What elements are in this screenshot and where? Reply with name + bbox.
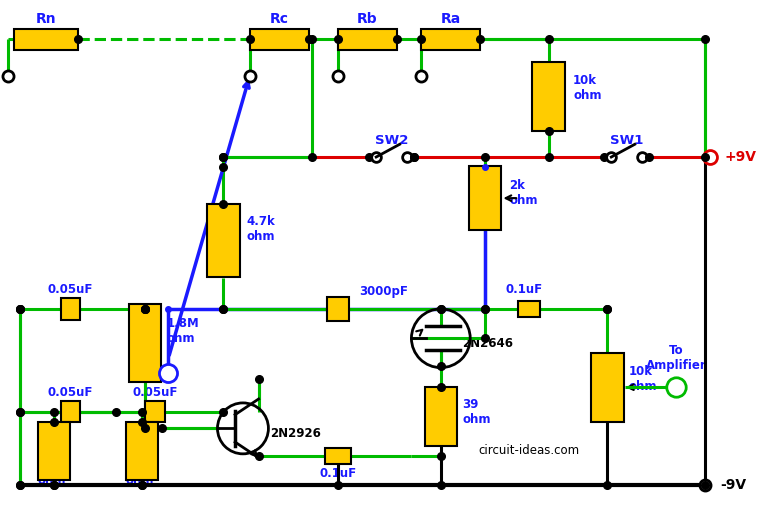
Bar	[207, 204, 240, 277]
Text: 10k
ohm: 10k ohm	[629, 365, 657, 393]
Text: 39
ohm: 39 ohm	[462, 398, 491, 426]
Bar	[518, 301, 540, 316]
Text: circuit-ideas.com: circuit-ideas.com	[478, 444, 580, 457]
Text: 0.05uF: 0.05uF	[132, 386, 178, 399]
Bar	[145, 401, 165, 423]
Bar	[129, 304, 161, 383]
Bar	[421, 28, 480, 50]
Text: Ra: Ra	[440, 12, 461, 26]
Text: 2N2646: 2N2646	[462, 337, 513, 350]
Text: 2N2926: 2N2926	[270, 427, 321, 440]
Bar	[327, 297, 348, 321]
Bar	[591, 353, 624, 422]
Bar	[61, 401, 80, 423]
Text: 33k
ohm: 33k ohm	[126, 459, 154, 488]
Text: To
Amplifier: To Amplifier	[646, 344, 707, 372]
Text: -9V: -9V	[720, 478, 746, 492]
Text: 3000pF: 3000pF	[360, 284, 408, 298]
Text: 33k
ohm: 33k ohm	[38, 459, 66, 488]
Bar	[469, 166, 501, 230]
Bar	[38, 422, 70, 480]
Bar	[126, 422, 158, 480]
Text: Rc: Rc	[269, 12, 288, 26]
Text: Rn: Rn	[36, 12, 56, 26]
Bar	[326, 448, 351, 464]
Text: 0.05uF: 0.05uF	[48, 283, 93, 296]
Bar	[425, 387, 457, 446]
Text: SW2: SW2	[375, 134, 408, 147]
Bar	[61, 298, 80, 320]
Text: 10k
ohm: 10k ohm	[573, 75, 602, 103]
Text: Rb: Rb	[357, 12, 378, 26]
Bar	[14, 28, 78, 50]
Text: SW1: SW1	[610, 134, 644, 147]
Bar	[338, 28, 397, 50]
Text: 4.7k
ohm: 4.7k ohm	[247, 214, 276, 242]
Text: 0.1uF: 0.1uF	[505, 283, 543, 296]
Text: 0.1uF: 0.1uF	[320, 467, 357, 480]
Text: 0.05uF: 0.05uF	[48, 386, 93, 399]
Text: 2k
ohm: 2k ohm	[509, 179, 538, 207]
Bar	[250, 28, 309, 50]
Text: +9V: +9V	[725, 150, 757, 164]
Text: 1.8M
ohm: 1.8M ohm	[166, 318, 200, 345]
Bar	[532, 62, 565, 131]
